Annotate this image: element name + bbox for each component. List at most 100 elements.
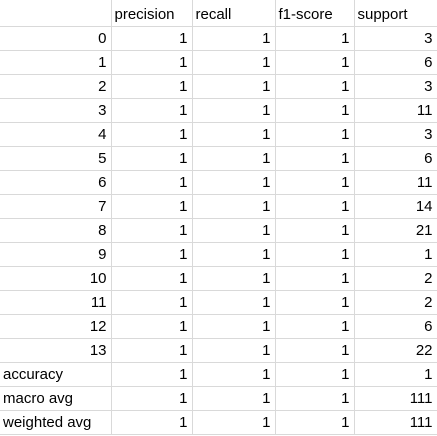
cell-recall[interactable]: 1 [192,74,276,99]
cell-support[interactable]: 1 [354,362,437,387]
cell-f1-score[interactable]: 1 [275,242,355,267]
cell-support[interactable]: 2 [354,266,437,291]
header-row: precision recall f1-score support [0,0,437,27]
cell-row-label[interactable]: weighted avg [0,410,112,435]
cell-row-label[interactable]: 9 [0,242,112,267]
cell-precision[interactable]: 1 [111,362,193,387]
cell-f1-score[interactable]: 1 [275,170,355,195]
cell-f1-score[interactable]: 1 [275,314,355,339]
cell-header-support[interactable]: support [354,0,437,27]
cell-recall[interactable]: 1 [192,26,276,51]
cell-precision[interactable]: 1 [111,242,193,267]
cell-precision[interactable]: 1 [111,410,193,435]
cell-support[interactable]: 2 [354,290,437,315]
cell-precision[interactable]: 1 [111,146,193,171]
cell-f1-score[interactable]: 1 [275,98,355,123]
cell-precision[interactable]: 1 [111,386,193,411]
cell-precision[interactable]: 1 [111,266,193,291]
cell-support[interactable]: 11 [354,98,437,123]
cell-precision[interactable]: 1 [111,98,193,123]
cell-precision[interactable]: 1 [111,122,193,147]
cell-row-label[interactable]: 0 [0,26,112,51]
cell-header-precision[interactable]: precision [111,0,193,27]
cell-row-label[interactable]: 2 [0,74,112,99]
cell-recall[interactable]: 1 [192,218,276,243]
cell-f1-score[interactable]: 1 [275,74,355,99]
cell-header-f1-score[interactable]: f1-score [275,0,355,27]
cell-f1-score[interactable]: 1 [275,122,355,147]
cell-recall[interactable]: 1 [192,122,276,147]
cell-f1-score[interactable]: 1 [275,50,355,75]
cell-f1-score[interactable]: 1 [275,410,355,435]
cell-support[interactable]: 3 [354,26,437,51]
cell-recall[interactable]: 1 [192,314,276,339]
cell-support[interactable]: 1 [354,242,437,267]
cell-recall[interactable]: 1 [192,170,276,195]
cell-row-label[interactable]: macro avg [0,386,112,411]
cell-recall[interactable]: 1 [192,194,276,219]
cell-row-label[interactable]: 6 [0,170,112,195]
cell-recall[interactable]: 1 [192,338,276,363]
cell-recall[interactable]: 1 [192,410,276,435]
cell-precision[interactable]: 1 [111,338,193,363]
table-row: 10 1 1 1 2 [0,266,437,291]
cell-row-label[interactable]: 7 [0,194,112,219]
cell-support[interactable]: 111 [354,386,437,411]
cell-support[interactable]: 21 [354,218,437,243]
cell-recall[interactable]: 1 [192,50,276,75]
cell-recall[interactable]: 1 [192,146,276,171]
cell-precision[interactable]: 1 [111,50,193,75]
table-row: 11 1 1 1 2 [0,290,437,315]
cell-support[interactable]: 6 [354,50,437,75]
cell-precision[interactable]: 1 [111,194,193,219]
cell-support[interactable]: 3 [354,74,437,99]
cell-precision[interactable]: 1 [111,290,193,315]
table-row: 13 1 1 1 22 [0,338,437,363]
cell-row-label[interactable]: 5 [0,146,112,171]
cell-f1-score[interactable]: 1 [275,146,355,171]
cell-f1-score[interactable]: 1 [275,218,355,243]
cell-row-label[interactable]: 11 [0,290,112,315]
cell-recall[interactable]: 1 [192,98,276,123]
cell-f1-score[interactable]: 1 [275,338,355,363]
cell-precision[interactable]: 1 [111,26,193,51]
table-row: 6 1 1 1 11 [0,170,437,195]
cell-support[interactable]: 3 [354,122,437,147]
cell-header-recall[interactable]: recall [192,0,276,27]
cell-f1-score[interactable]: 1 [275,386,355,411]
cell-support[interactable]: 111 [354,410,437,435]
cell-f1-score[interactable]: 1 [275,26,355,51]
cell-recall[interactable]: 1 [192,266,276,291]
table-row: accuracy 1 1 1 1 [0,362,437,387]
cell-header-label[interactable] [0,0,112,27]
cell-row-label[interactable]: accuracy [0,362,112,387]
cell-f1-score[interactable]: 1 [275,362,355,387]
cell-precision[interactable]: 1 [111,74,193,99]
cell-row-label[interactable]: 10 [0,266,112,291]
table-row: 8 1 1 1 21 [0,218,437,243]
cell-support[interactable]: 11 [354,170,437,195]
cell-recall[interactable]: 1 [192,362,276,387]
cell-precision[interactable]: 1 [111,170,193,195]
cell-support[interactable]: 6 [354,314,437,339]
cell-support[interactable]: 6 [354,146,437,171]
cell-row-label[interactable]: 1 [0,50,112,75]
cell-row-label[interactable]: 12 [0,314,112,339]
cell-f1-score[interactable]: 1 [275,194,355,219]
cell-precision[interactable]: 1 [111,314,193,339]
cell-row-label[interactable]: 8 [0,218,112,243]
cell-recall[interactable]: 1 [192,386,276,411]
cell-recall[interactable]: 1 [192,242,276,267]
cell-f1-score[interactable]: 1 [275,290,355,315]
cell-support[interactable]: 14 [354,194,437,219]
cell-recall[interactable]: 1 [192,290,276,315]
cell-row-label[interactable]: 13 [0,338,112,363]
cell-f1-score[interactable]: 1 [275,266,355,291]
cell-row-label[interactable]: 3 [0,98,112,123]
cell-row-label[interactable]: 4 [0,122,112,147]
table-row: 7 1 1 1 14 [0,194,437,219]
cell-support[interactable]: 22 [354,338,437,363]
cell-precision[interactable]: 1 [111,218,193,243]
